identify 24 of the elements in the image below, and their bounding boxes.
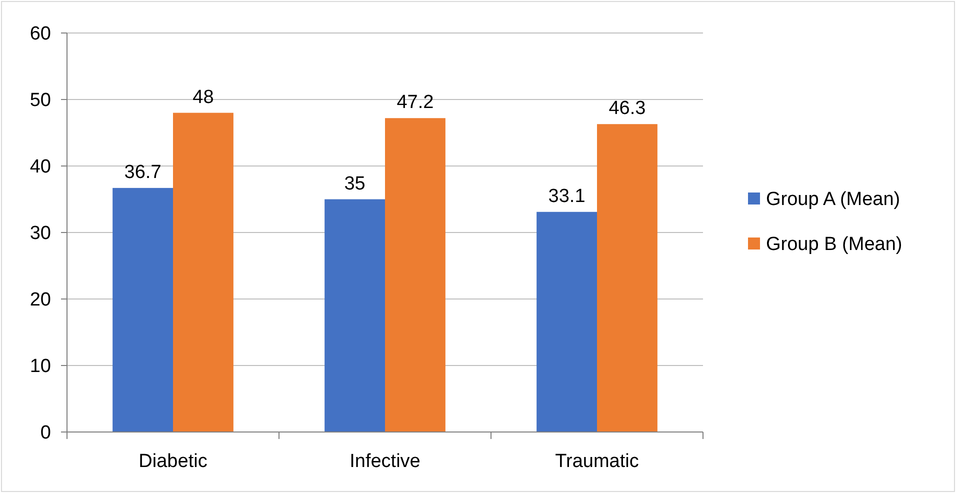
x-tick-label: Traumatic (555, 451, 639, 472)
bar (173, 112, 234, 432)
data-label: 47.2 (396, 92, 434, 114)
legend-label: Group A (Mean) (766, 189, 900, 210)
bar (112, 188, 173, 432)
data-label: 35 (344, 173, 366, 194)
y-tick-label: 60 (30, 24, 51, 45)
data-label: 48 (192, 86, 214, 108)
y-tick-label: 30 (30, 223, 51, 244)
x-tick-label: Infective (350, 451, 420, 472)
y-tick-label: 40 (30, 156, 51, 178)
data-label: 46.3 (608, 98, 646, 120)
y-tick-label: 20 (30, 290, 51, 311)
bar (385, 118, 446, 432)
y-tick-label: 10 (30, 356, 51, 378)
legend-label: Group B (Mean) (766, 234, 902, 256)
x-tick-label: Diabetic (138, 451, 208, 472)
y-tick-label: 50 (30, 90, 51, 112)
bar (536, 212, 597, 432)
y-tick-label: 0 (40, 422, 51, 444)
data-label: 33.1 (548, 186, 586, 207)
bar (597, 124, 658, 432)
data-label: 36.7 (124, 162, 162, 183)
bar (324, 199, 385, 432)
